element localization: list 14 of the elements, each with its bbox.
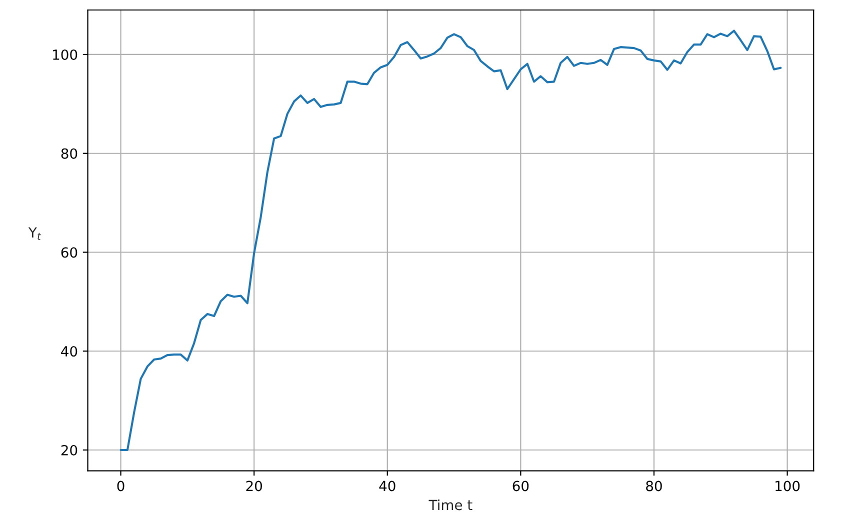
y-tick-label: 80 xyxy=(61,148,78,159)
x-axis-title: Time t xyxy=(428,499,472,510)
y-tick-label: 100 xyxy=(53,49,78,60)
line-series xyxy=(120,30,782,452)
x-tick-label: 80 xyxy=(646,480,662,492)
x-tick-label: 100 xyxy=(776,480,800,492)
x-tick-label: 0 xyxy=(117,480,124,492)
x-tick-label: 60 xyxy=(512,480,529,492)
y-tick-label: 60 xyxy=(61,247,78,258)
x-tick-label: 20 xyxy=(246,480,262,492)
y-tick-label: 20 xyxy=(61,444,78,456)
y-tick-label: 40 xyxy=(61,346,78,357)
x-tick-label: 40 xyxy=(379,480,396,492)
y-axis-title: Y$_{t}$ xyxy=(28,227,42,240)
